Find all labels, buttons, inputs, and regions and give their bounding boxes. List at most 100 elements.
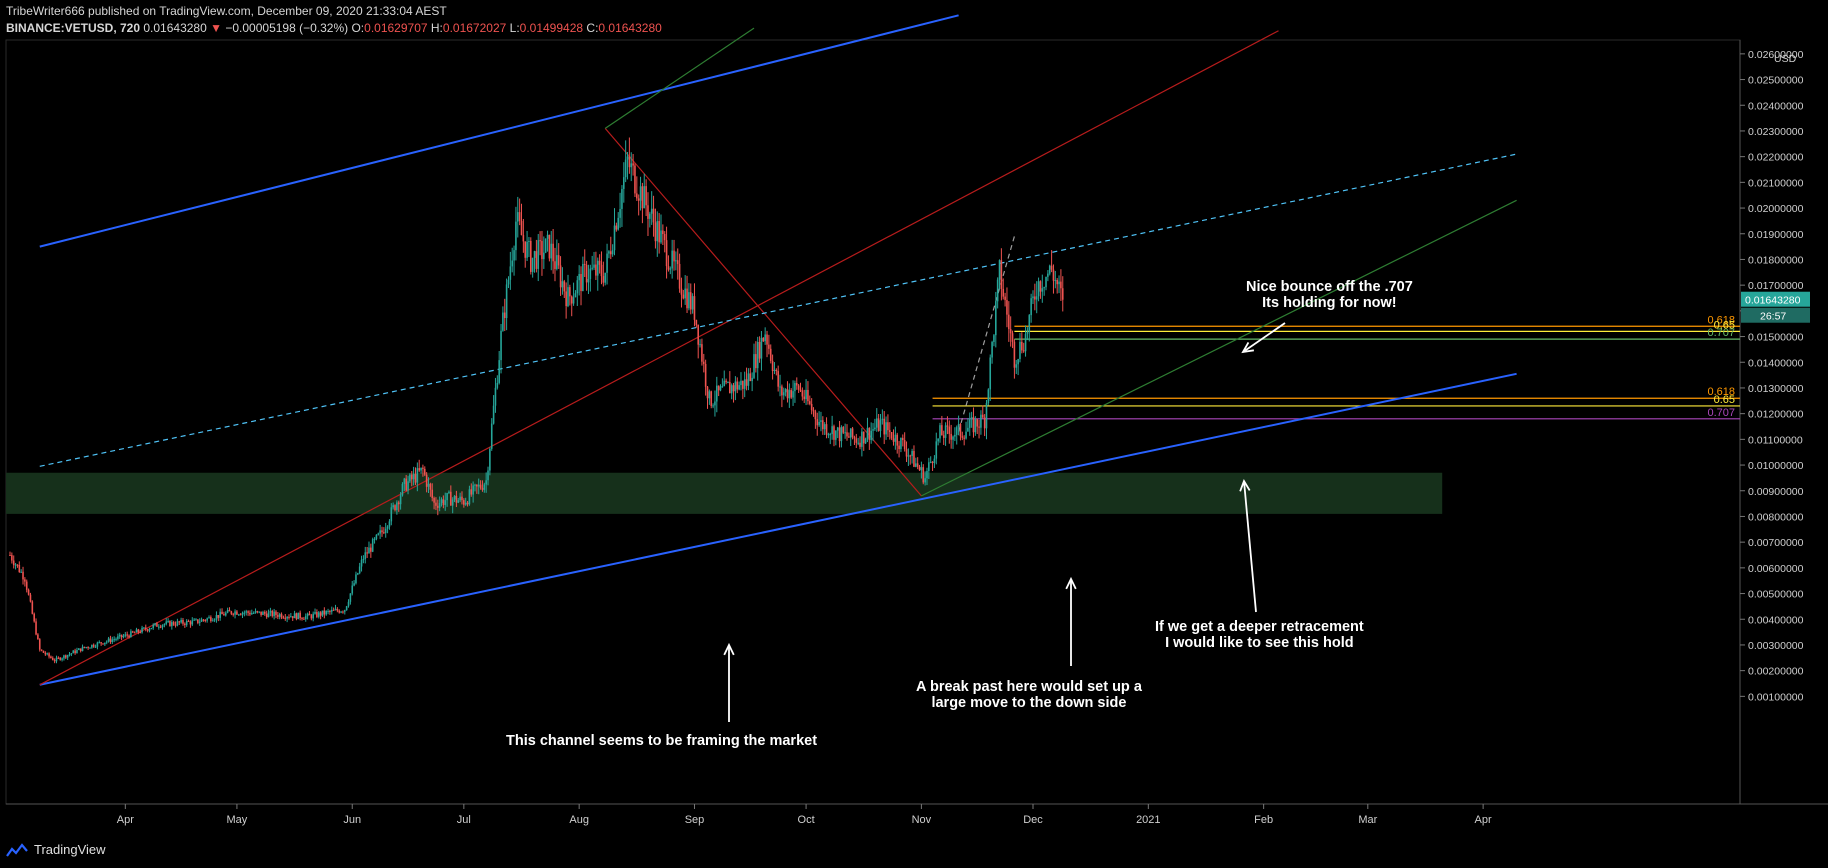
candle-body <box>719 386 722 391</box>
candle-body <box>686 288 688 309</box>
candle-body <box>388 521 391 527</box>
candle-body <box>353 583 355 586</box>
candle-body <box>993 335 995 343</box>
candle-body <box>241 612 244 615</box>
candle-body <box>349 593 352 602</box>
candle-body <box>251 613 253 615</box>
candle-body <box>474 484 476 486</box>
last-price: 0.01643280 <box>143 21 207 35</box>
candle-body <box>576 280 579 294</box>
candle-body <box>933 458 936 463</box>
candle-body <box>926 470 928 479</box>
candle-body <box>1056 280 1058 285</box>
candle-body <box>377 533 380 535</box>
candle-body <box>955 427 958 435</box>
price-tick-label: 0.01800000 <box>1748 254 1804 266</box>
candle-body <box>180 619 182 623</box>
time-tick-label: Mar <box>1358 814 1377 826</box>
candle-body <box>822 420 824 430</box>
price-axis[interactable]: 0.02600000 0.02500000 0.02400000 0.02300000… <box>1740 49 1810 704</box>
candle-body <box>848 436 850 438</box>
candle-body <box>427 483 430 487</box>
candle-body <box>364 552 367 560</box>
annotation-deeper-line-1: If we get a deeper retracement <box>1155 619 1364 635</box>
candle-body <box>330 609 333 612</box>
candle-body <box>178 621 181 623</box>
candle-body <box>829 434 832 436</box>
candle-body <box>948 426 951 434</box>
candle-body <box>351 585 354 594</box>
candle-body <box>494 387 497 406</box>
candle-body <box>29 594 32 602</box>
candle-body <box>195 619 197 621</box>
symbol-name[interactable]: BINANCE:VETUSD, 720 <box>6 21 141 35</box>
candle-body <box>120 634 123 638</box>
candle-body <box>833 426 835 440</box>
candle-body <box>723 380 726 387</box>
candle-body <box>1019 341 1021 359</box>
candle-body <box>500 330 502 361</box>
candle-body <box>981 414 984 418</box>
candle-body <box>818 421 820 426</box>
candle-body <box>827 434 830 436</box>
candle-body <box>150 627 153 630</box>
candle-body <box>191 620 194 625</box>
candle-body <box>165 621 168 625</box>
candle-body <box>794 383 796 392</box>
candle-body <box>877 418 880 431</box>
candle-body <box>1000 260 1003 289</box>
candle-body <box>299 612 301 618</box>
candle-body <box>995 301 997 336</box>
candle-body <box>9 555 11 556</box>
time-axis[interactable]: Apr May Jun Jul Aug Sep Oct Nov Dec 2021 Feb Mar Apr <box>117 804 1492 826</box>
footer-brand[interactable]: TradingView <box>6 842 106 857</box>
candle-body <box>531 257 534 272</box>
candle-body <box>965 431 967 439</box>
candle-body <box>271 610 274 617</box>
candle-body <box>593 264 595 268</box>
candle-body <box>913 451 915 467</box>
candle-body <box>1022 350 1025 352</box>
candle-body <box>792 391 794 398</box>
candle-body <box>446 493 448 501</box>
candle-body <box>567 287 569 307</box>
candle-body <box>455 495 458 503</box>
candle-body <box>855 438 858 443</box>
candle-body <box>583 263 586 265</box>
candle-body <box>252 612 255 614</box>
candle-body <box>702 361 705 364</box>
candle-body <box>224 612 227 616</box>
candle-body <box>883 418 885 435</box>
candle-body <box>879 420 882 431</box>
price-tick-label: 0.00100000 <box>1748 691 1804 703</box>
candle-body <box>280 614 283 618</box>
candle-body <box>835 430 837 440</box>
candle-body <box>699 344 701 346</box>
candle-body <box>310 615 313 619</box>
candle-body <box>663 234 666 241</box>
price-tick-label: 0.02600000 <box>1748 49 1804 61</box>
candle-body <box>360 559 363 567</box>
candle-body <box>1021 341 1023 351</box>
price-change: −0.00005198 (−0.32%) <box>225 21 349 35</box>
candle-body <box>59 657 62 660</box>
candle-body <box>288 616 290 618</box>
candle-body <box>256 611 259 613</box>
candle-body <box>786 389 789 399</box>
candle-body <box>658 221 660 243</box>
candle-body <box>693 296 696 320</box>
candle-body <box>390 507 393 522</box>
candle-body <box>615 225 618 230</box>
candles-layer <box>9 137 1064 664</box>
candle-body <box>987 389 990 404</box>
candle-body <box>775 369 778 372</box>
footer-brand-label: TradingView <box>34 842 106 857</box>
candle-body <box>544 238 547 253</box>
candle-body <box>695 319 698 325</box>
candle-body <box>1045 276 1047 288</box>
candle-body <box>502 312 504 331</box>
candle-body <box>277 615 279 617</box>
low-value: 0.01499428 <box>519 21 584 35</box>
candle-body <box>115 638 117 640</box>
